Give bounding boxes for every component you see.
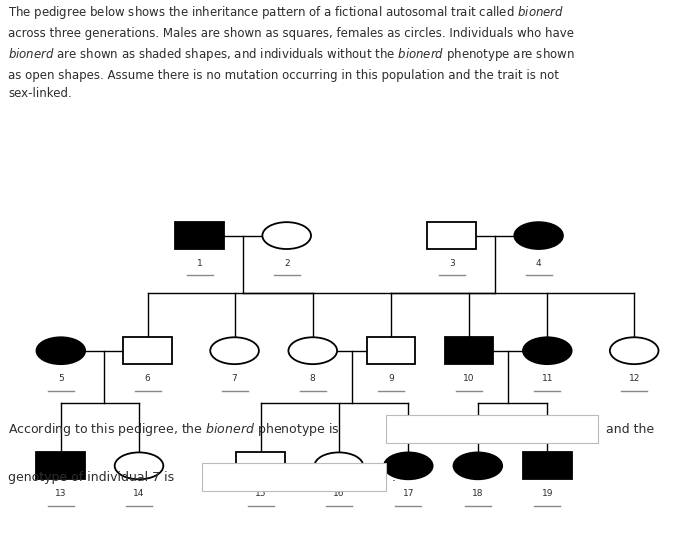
Text: 19: 19 (541, 489, 553, 498)
Text: 15: 15 (255, 489, 266, 498)
Text: 1: 1 (197, 259, 203, 268)
Circle shape (288, 337, 337, 364)
Circle shape (211, 337, 259, 364)
Bar (124, 337, 172, 364)
Text: 9: 9 (388, 374, 394, 383)
Text: 16: 16 (333, 489, 345, 498)
Text: and the: and the (606, 423, 654, 435)
Text: According to this pedigree, the $\it{bionerd}$ phenotype is: According to this pedigree, the $\it{bio… (8, 421, 340, 438)
Bar (36, 453, 85, 479)
Text: 12: 12 (628, 374, 640, 383)
Text: .: . (391, 471, 395, 483)
Circle shape (514, 222, 563, 249)
Bar (427, 222, 476, 249)
Circle shape (36, 337, 85, 364)
Text: ∨: ∨ (582, 424, 589, 434)
Bar (445, 337, 493, 364)
Circle shape (610, 337, 659, 364)
Text: 11: 11 (541, 374, 553, 383)
Circle shape (314, 453, 363, 479)
Circle shape (384, 453, 432, 479)
Text: 5: 5 (58, 374, 64, 383)
Text: 6: 6 (145, 374, 151, 383)
Bar (367, 337, 416, 364)
Bar (236, 453, 285, 479)
Bar (523, 453, 571, 479)
Text: 10: 10 (464, 374, 475, 383)
Text: 18: 18 (472, 489, 484, 498)
Circle shape (454, 453, 502, 479)
Text: [ Select ]: [ Select ] (210, 471, 263, 483)
Text: 13: 13 (55, 489, 67, 498)
Text: 14: 14 (133, 489, 145, 498)
Circle shape (263, 222, 311, 249)
Text: 3: 3 (449, 259, 455, 268)
Text: The pedigree below shows the inheritance pattern of a fictional autosomal trait : The pedigree below shows the inheritance… (8, 4, 575, 100)
Text: genotype of individual 7 is: genotype of individual 7 is (8, 471, 174, 483)
Text: 4: 4 (536, 259, 541, 268)
Text: 17: 17 (402, 489, 414, 498)
Text: 7: 7 (231, 374, 238, 383)
Circle shape (115, 453, 163, 479)
Text: 8: 8 (310, 374, 316, 383)
Text: 2: 2 (284, 259, 290, 268)
Text: [ Select ]: [ Select ] (394, 423, 447, 435)
Text: ∨: ∨ (370, 472, 377, 482)
Bar (175, 222, 224, 249)
Circle shape (523, 337, 572, 364)
